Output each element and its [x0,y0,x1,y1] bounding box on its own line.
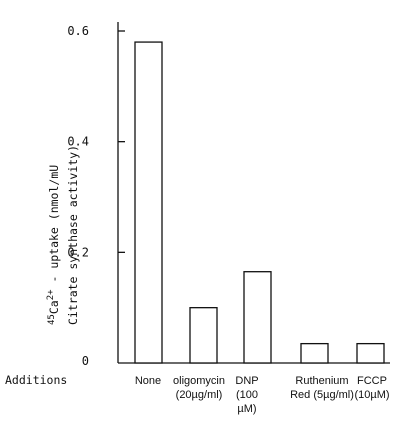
y-tick-label: 0.6 [67,24,89,38]
category-label: Ruthenium Red (5µg/ml) [290,375,354,401]
y-ticks: 0 0.2 0.4 0.6 [67,24,125,368]
y-tick-label: 0.4 [67,135,89,149]
category-label-line: (10µM) [354,389,389,401]
y-axis-label-fragment: Ca [47,300,61,314]
bar [189,307,218,364]
category-label: DNP (100 µM) [235,375,258,415]
y-axis-label-fragment: - uptake (nmol/mU [47,165,61,290]
bar [356,342,385,364]
bar [300,342,329,364]
x-axis-label: Additions [5,373,67,387]
category-labels: None oligomycin (20µg/ml) DNP (100 µM) Rutheni… [135,375,390,415]
category-label-line: None [135,375,161,387]
y-tick-label: 0.2 [67,245,89,259]
bars [134,41,385,364]
category-label-line: FCCP [357,375,387,387]
y-axis-label-fragment: 45 [47,314,57,325]
category-label-line: Ruthenium [295,375,348,387]
category-label: FCCP (10µM) [354,375,389,401]
category-label: oligomycin (20µg/ml) [173,375,225,401]
y-axis-label-line1: 45Ca2+ - uptake (nmol/mU [46,165,61,325]
y-axis-label-fragment: 2+ [46,289,56,300]
category-label-line: Red (5µg/ml) [290,389,354,401]
bar [134,41,163,364]
y-tick-label: 0 [82,354,89,368]
bar [243,271,272,364]
category-label-line: µM) [237,403,256,415]
category-label-line: (100 [236,389,258,401]
y-axis-label-line2: Citrate synthase activity) [66,145,80,325]
category-label-line: DNP [235,375,258,387]
category-label: None [135,375,161,387]
category-label-line: oligomycin [173,375,225,387]
category-label-line: (20µg/ml) [176,389,223,401]
